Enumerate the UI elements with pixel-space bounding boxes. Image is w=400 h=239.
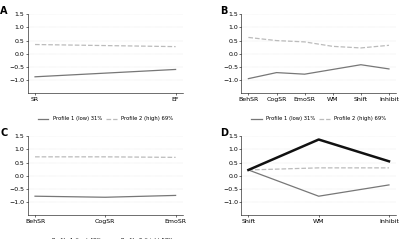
Profile 1 (low) 42% xyxy=(33,195,38,198)
Profile 2 (moderate) 24% xyxy=(386,166,391,169)
Profile 1 (low) 31% xyxy=(386,67,391,70)
Profile 1 (low) 52% xyxy=(386,184,391,186)
Legend: Profile 1 (low) 31%, Profile 2 (high) 69%: Profile 1 (low) 31%, Profile 2 (high) 69… xyxy=(36,114,175,124)
Line: Profile 2 (high) 69%: Profile 2 (high) 69% xyxy=(248,38,389,48)
Text: A: A xyxy=(0,6,8,16)
Profile 1 (low) 31% xyxy=(274,71,279,74)
Legend: Profile 1 (low) 31%, Profile 2 (high) 69%: Profile 1 (low) 31%, Profile 2 (high) 69… xyxy=(249,114,388,124)
Line: Profile 1 (low) 52%: Profile 1 (low) 52% xyxy=(248,170,389,196)
Profile 2 (high) 58% xyxy=(103,155,108,158)
Profile 1 (low) 31% xyxy=(246,77,251,80)
Line: Profile 1 (low) 42%: Profile 1 (low) 42% xyxy=(35,196,176,197)
Text: D: D xyxy=(220,129,228,138)
Profile 2 (high) 69% xyxy=(358,47,363,49)
Line: Profile 1 (low) 31%: Profile 1 (low) 31% xyxy=(248,65,389,79)
Profile 2 (high) 69% xyxy=(302,40,307,43)
profile 3 (high) 24% xyxy=(386,160,391,163)
Profile 2 (high) 69% xyxy=(330,45,335,48)
Profile 1 (low) 52% xyxy=(246,168,251,171)
Text: B: B xyxy=(220,6,227,16)
Profile 1 (low) 31% xyxy=(330,68,335,71)
Profile 2 (moderate) 24% xyxy=(246,168,251,171)
Profile 1 (low) 31% xyxy=(358,63,363,66)
Profile 1 (low) 42% xyxy=(173,194,178,197)
profile 3 (high) 24% xyxy=(246,168,251,171)
Profile 1 (low) 42% xyxy=(103,196,108,199)
Line: profile 3 (high) 24%: profile 3 (high) 24% xyxy=(248,140,389,170)
Text: C: C xyxy=(0,129,8,138)
Profile 1 (low) 31% xyxy=(302,73,307,76)
profile 3 (high) 24% xyxy=(316,138,321,141)
Profile 1 (low) 52% xyxy=(316,195,321,198)
Legend: Profile 1 (low) 42%, Profile 2 (high) 58%: Profile 1 (low) 42%, Profile 2 (high) 58… xyxy=(36,236,175,239)
Profile 2 (moderate) 24% xyxy=(316,166,321,169)
Profile 2 (high) 69% xyxy=(274,39,279,42)
Line: Profile 2 (moderate) 24%: Profile 2 (moderate) 24% xyxy=(248,168,389,170)
Profile 2 (high) 58% xyxy=(33,155,38,158)
Profile 2 (high) 69% xyxy=(246,36,251,39)
Profile 2 (high) 58% xyxy=(173,156,178,159)
Profile 2 (high) 69% xyxy=(386,44,391,47)
